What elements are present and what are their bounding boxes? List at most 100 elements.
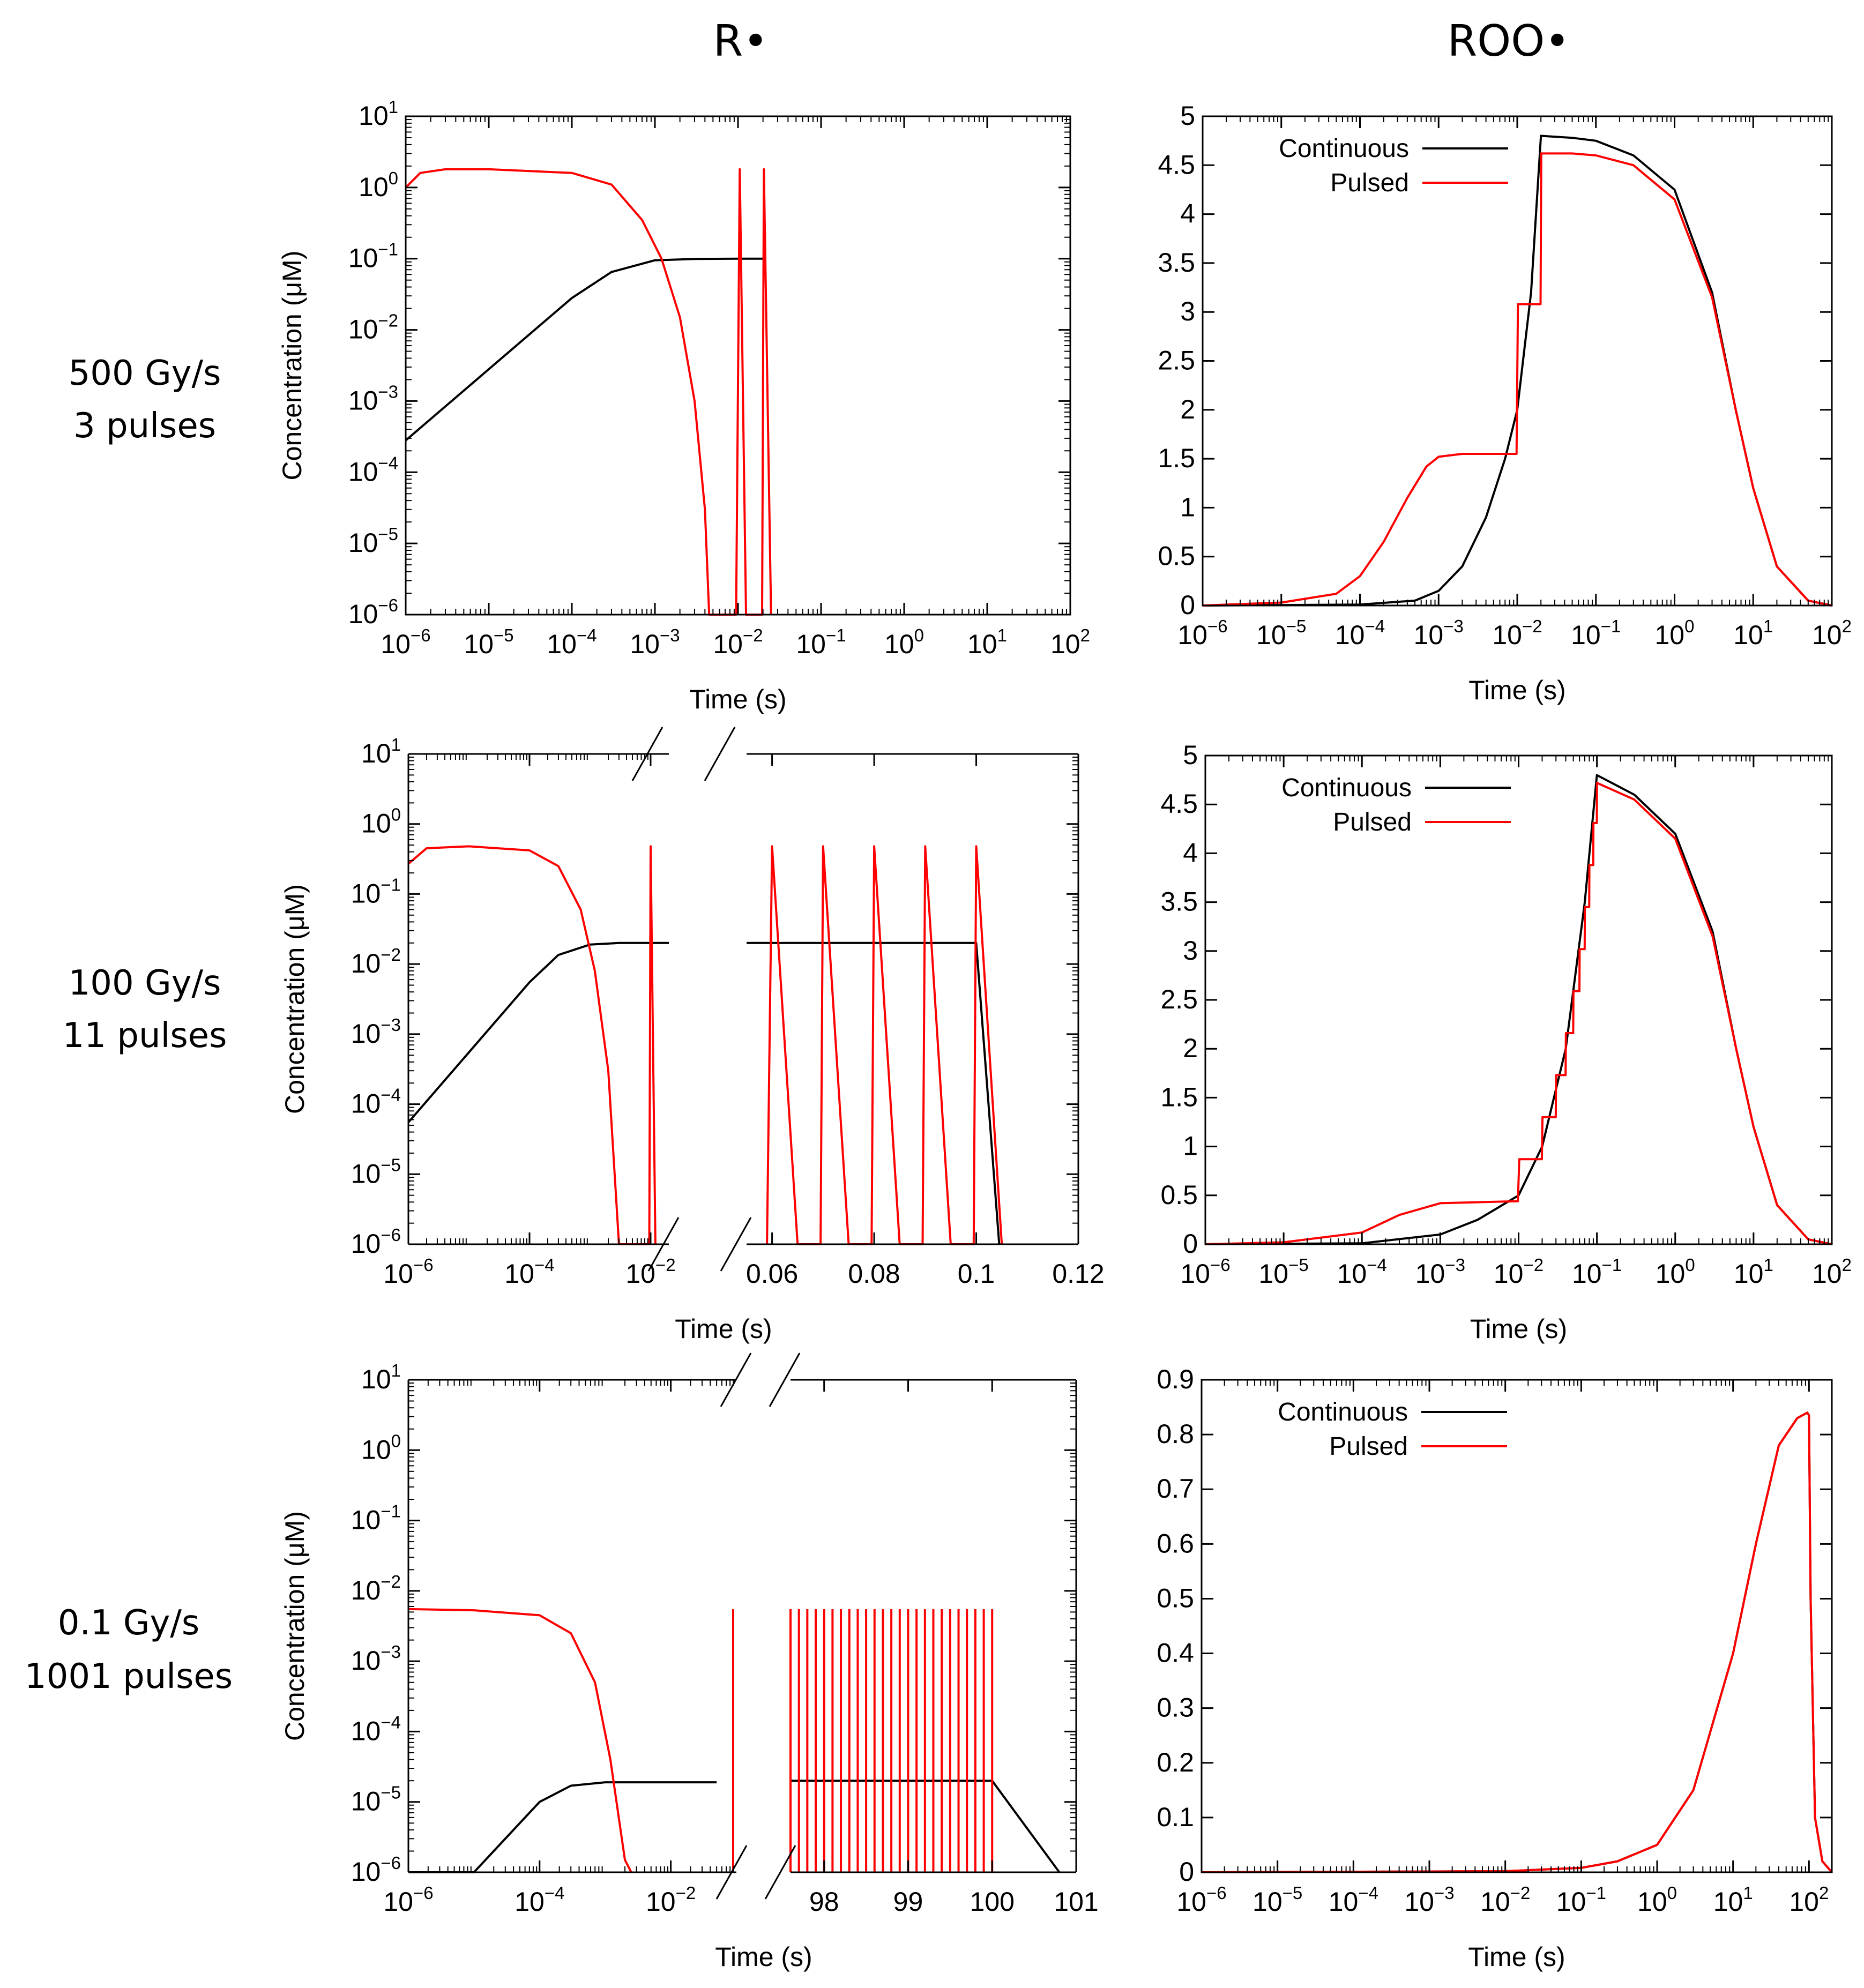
- roo-100-series: [1205, 774, 1832, 1245]
- r-0.1-axis-break: [720, 1352, 752, 1407]
- r-100-series-continuous-left: [407, 941, 669, 1123]
- r-500-xtick-label: 10−4: [547, 625, 597, 659]
- r-500-ytick-label: 10−3: [348, 382, 398, 415]
- roo-100-xtick-label: 10−4: [1337, 1255, 1387, 1289]
- chart-roo-500: 0 0.5 1 1.5 2 2.5 3 3.5 4 4.5 5 10−6 10−5 10−4 10−3 10−…: [1158, 101, 1852, 705]
- r-0.1-xtick-label: 10−2: [646, 1883, 696, 1917]
- roo-500-xtick-label: 10−4: [1335, 616, 1385, 650]
- roo-100-xtick-label: 101: [1734, 1255, 1773, 1289]
- roo-500-xtick-label: 10−3: [1414, 616, 1464, 650]
- roo-0.1-ytick-label: 0.1: [1157, 1802, 1194, 1832]
- roo-100-xtick-label: 10−3: [1415, 1255, 1465, 1289]
- roo-500-xtick-label: 102: [1812, 616, 1852, 650]
- r-100-axis-break: [647, 1217, 680, 1272]
- r-100-ytick-label: 10−5: [351, 1155, 401, 1189]
- r-500-series-pulsed: [405, 168, 772, 616]
- r-100-ytick-label: 10−3: [351, 1015, 401, 1049]
- r-100-series: [407, 845, 1003, 1245]
- r-0.1-ytick-label: 10−1: [351, 1501, 401, 1535]
- r-500-ytick-label: 100: [359, 168, 398, 202]
- roo-100-legend-label: Pulsed: [1333, 808, 1412, 836]
- roo-500-ytick-label: 3: [1180, 296, 1195, 326]
- roo-0.1-legend-label: Pulsed: [1329, 1432, 1408, 1461]
- roo-100-ytick-label: 1.5: [1160, 1082, 1198, 1112]
- r-0.1-ylabel: Concentration (μM): [280, 1511, 310, 1741]
- chart-r-0.1: 10−6 10−5 10−4 10−3 10−2 10−1 100 101 10−6 10−4 10…: [280, 1352, 1099, 1972]
- r-0.1-xtick-label: 98: [809, 1887, 839, 1917]
- roo-0.1-series-continuous: [1201, 1411, 1833, 1873]
- roo-100-ytick-label: 4: [1183, 838, 1198, 868]
- roo-500-ytick-label: 0.5: [1158, 541, 1195, 571]
- r-100-ytick-label: 10−2: [351, 945, 401, 978]
- r-500-ytick-label: 10−2: [348, 311, 398, 345]
- r-100-xtick-label: 0.08: [848, 1259, 900, 1289]
- roo-500-xlabel: Time (s): [1468, 675, 1565, 705]
- r-500-series: [405, 168, 772, 616]
- roo-500-series: [1202, 134, 1832, 607]
- r-100-ytick-label: 101: [361, 735, 401, 768]
- roo-500-legend-label: Continuous: [1279, 134, 1409, 163]
- r-0.1-xtick-label: 10−4: [515, 1883, 564, 1917]
- roo-100-xtick-label: 10−5: [1259, 1255, 1309, 1289]
- roo-500-ytick-label: 4.5: [1158, 150, 1195, 180]
- r-500-ytick-label: 10−1: [348, 240, 398, 273]
- r-500-ytick-label: 10−5: [348, 524, 398, 558]
- roo-500-xtick-label: 10−1: [1571, 616, 1621, 650]
- r-100-ytick-label: 10−4: [351, 1085, 401, 1119]
- roo-500-xtick-label: 101: [1733, 616, 1773, 650]
- row-label-100-pulses: 11 pulses: [63, 1016, 227, 1056]
- roo-500-ytick-label: 2.5: [1158, 346, 1195, 376]
- roo-100-xtick-label: 10−1: [1572, 1255, 1622, 1289]
- r-0.1-ytick-label: 10−3: [351, 1642, 401, 1676]
- row-label-01-rate: 0.1 Gy/s: [58, 1603, 200, 1643]
- roo-100-xlabel: Time (s): [1470, 1314, 1567, 1344]
- roo-500-ytick-label: 1.5: [1158, 443, 1195, 473]
- r-0.1-axis-break: [764, 1845, 796, 1900]
- r-0.1-ytick-label: 10−2: [351, 1572, 401, 1605]
- r-0.1-xtick-label: 10−6: [383, 1883, 433, 1917]
- roo-0.1-xtick-label: 10−3: [1404, 1883, 1454, 1917]
- roo-100-ytick-label: 5: [1183, 740, 1198, 770]
- roo-100-xtick-label: 102: [1812, 1255, 1852, 1289]
- chart-r-500: 10−6 10−5 10−4 10−3 10−2 10−1 100 101 10−6 10−5 10…: [277, 97, 1090, 714]
- r-0.1-ytick-label: 101: [361, 1361, 401, 1394]
- roo-0.1-xlabel: Time (s): [1468, 1942, 1565, 1972]
- row-label-01-pulses: 1001 pulses: [25, 1657, 233, 1696]
- roo-100-ytick-label: 2: [1183, 1033, 1198, 1063]
- roo-500-ytick-label: 2: [1180, 394, 1195, 424]
- r-0.1-ytick-label: 10−5: [351, 1783, 401, 1817]
- r-0.1-xtick-label: 99: [893, 1887, 923, 1917]
- r-0.1-ytick-label: 100: [361, 1431, 401, 1464]
- r-500-xtick-label: 101: [967, 625, 1007, 659]
- roo-100-ytick-label: 0: [1183, 1229, 1198, 1259]
- chart-r-100: 10−6 10−5 10−4 10−3 10−2 10−1 100 101 10−6 10−4 10…: [280, 727, 1105, 1344]
- r-500-xtick-label: 10−5: [464, 625, 513, 659]
- roo-500-ytick-label: 5: [1180, 101, 1195, 131]
- row-label-500-rate: 500 Gy/s: [69, 354, 221, 393]
- roo-500-xtick-label: 10−6: [1177, 616, 1227, 650]
- roo-0.1-xtick-label: 10−6: [1176, 1883, 1226, 1917]
- roo-100-ytick-label: 0.5: [1160, 1180, 1198, 1210]
- roo-100-ytick-label: 3: [1183, 936, 1198, 966]
- r-500-xtick-label: 10−2: [713, 625, 763, 659]
- roo-100-ytick-label: 2.5: [1160, 984, 1198, 1014]
- roo-0.1-ytick-label: 0.5: [1157, 1583, 1194, 1613]
- roo-0.1-xtick-label: 10−5: [1252, 1883, 1302, 1917]
- roo-0.1-series-pulsed: [1201, 1411, 1833, 1873]
- r-100-xtick-label: 10−2: [625, 1255, 675, 1289]
- roo-0.1-ytick-label: 0.4: [1157, 1638, 1194, 1668]
- roo-500-ytick-label: 1: [1180, 492, 1195, 522]
- r-0.1-series-continuous-left: [408, 1781, 717, 1873]
- roo-500-legend-label: Pulsed: [1330, 169, 1409, 197]
- r-0.1-axis-break: [769, 1352, 801, 1407]
- r-500-series-continuous: [405, 257, 763, 442]
- row-label-100-rate: 100 Gy/s: [69, 963, 221, 1003]
- r-100-series-pulsed-left: [407, 845, 657, 1245]
- r-0.1-ytick-label: 10−6: [351, 1853, 401, 1887]
- r-500-xtick-label: 10−3: [630, 625, 680, 659]
- r-100-axis-break: [704, 727, 736, 781]
- roo-100-xtick-label: 100: [1656, 1255, 1695, 1289]
- roo-0.1-xtick-label: 10−4: [1329, 1883, 1378, 1917]
- roo-0.1-xtick-label: 100: [1637, 1883, 1677, 1917]
- chart-roo-100: 0 0.5 1 1.5 2 2.5 3 3.5 4 4.5 5 10−6 10−5 10−4 10−3 10−…: [1160, 740, 1852, 1344]
